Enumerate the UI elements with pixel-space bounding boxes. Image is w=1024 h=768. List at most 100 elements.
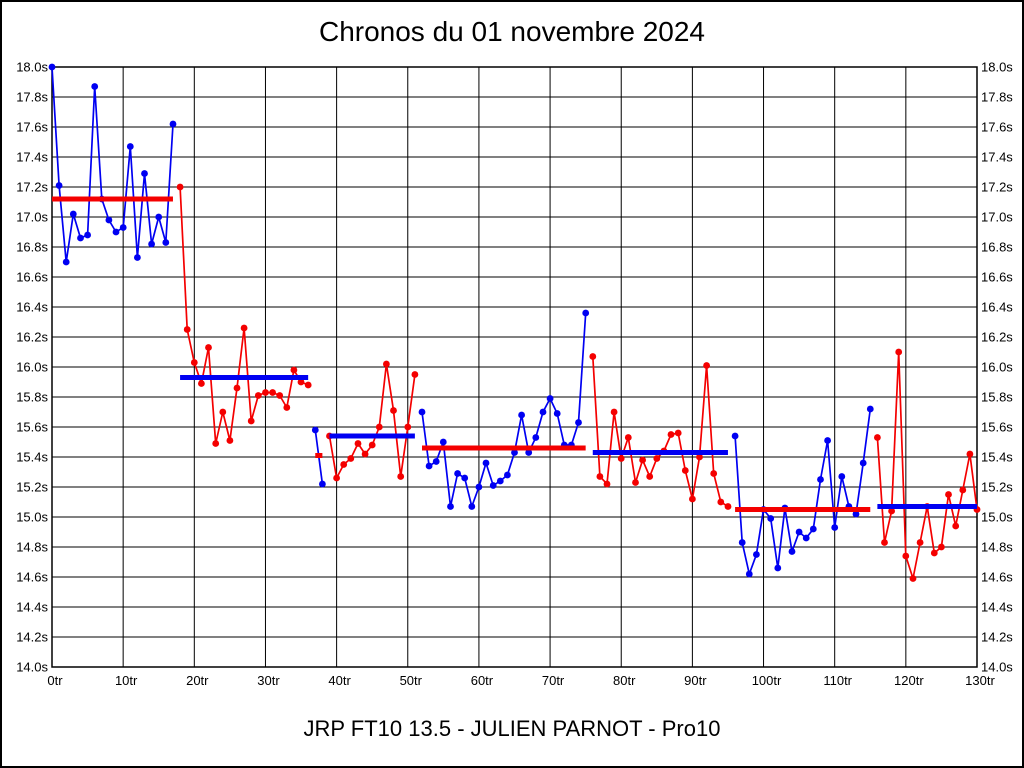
plot-frame [51, 66, 978, 668]
run-7-point [788, 548, 796, 555]
x-tick-label: 90tr [684, 673, 707, 688]
y-tick-label-left: 15.0s [16, 510, 48, 525]
run-5-point [525, 449, 533, 456]
run-1-line [51, 66, 174, 263]
run-7-point [731, 432, 739, 440]
run-6-point [703, 362, 710, 369]
x-tick-label: 60tr [471, 673, 494, 688]
run-5-point [432, 458, 440, 465]
y-tick-label-left: 14.6s [16, 570, 48, 585]
run-6-point [610, 408, 618, 416]
run-4-point [361, 450, 369, 458]
x-tick-label: 70tr [542, 673, 565, 688]
run-2-point [212, 440, 220, 447]
run-6-line [591, 356, 729, 508]
run-5-point [518, 411, 525, 419]
run-4-point [368, 441, 376, 449]
run-1-point [48, 63, 56, 71]
run-2-point [198, 380, 205, 387]
y-tick-label-left: 15.8s [16, 390, 48, 405]
run-4-point [397, 473, 405, 480]
x-tick-label: 10tr [115, 673, 138, 688]
run-1-point [134, 254, 141, 261]
run-7-point [802, 534, 810, 542]
run-8-point [895, 348, 903, 356]
run-2-point [190, 359, 198, 366]
run-2-point [283, 404, 291, 411]
y-tick-label-left: 16.2s [16, 330, 48, 345]
run-5-point [454, 470, 461, 477]
run-2-point [226, 437, 234, 444]
run-7-point [838, 473, 846, 480]
run-8-point [888, 507, 895, 515]
y-tick-label-left: 18.0s [16, 60, 48, 75]
run-4-point [354, 440, 362, 447]
run-8-point [874, 434, 881, 441]
x-tick-label: 110tr [823, 673, 852, 688]
run-7-point [767, 515, 775, 522]
run-6-point [624, 434, 632, 441]
y-tick-label-right: 14.6s [981, 570, 1013, 585]
run-6-point [639, 456, 646, 464]
run-5-point [439, 438, 447, 446]
run-6-point [667, 431, 675, 438]
run-4-point [390, 407, 397, 414]
y-tick-label-left: 16.6s [16, 270, 48, 285]
run-2-point [247, 417, 255, 425]
y-tick-label-left: 14.2s [16, 630, 48, 645]
run-7-point [753, 551, 760, 558]
y-tick-label-left: 14.4s [16, 600, 48, 615]
run-5-point [482, 459, 490, 467]
run-7-point [859, 459, 867, 467]
run-8-point [909, 575, 917, 582]
run-8-point [916, 539, 924, 546]
run-7-line [734, 408, 872, 578]
run-2-point [290, 366, 298, 374]
y-tick-label-right: 14.4s [981, 600, 1013, 615]
run-7-point [866, 405, 874, 413]
y-tick-label-left: 16.8s [16, 240, 48, 255]
y-tick-label-right: 17.0s [981, 210, 1013, 225]
y-tick-label-right: 17.2s [981, 180, 1013, 195]
run-2-point [304, 381, 312, 389]
run-6-point [696, 453, 703, 461]
run-5-point [582, 309, 590, 317]
run-4-point [375, 423, 383, 431]
y-tick-label-left: 17.8s [16, 90, 48, 105]
run-7-point [795, 528, 803, 536]
y-tick-label-left: 15.4s [16, 450, 48, 465]
run-8-point [952, 522, 960, 530]
run-6-point [632, 479, 639, 486]
run-5-point [539, 408, 547, 416]
run-2-point [176, 183, 184, 191]
run-2-point [254, 392, 262, 399]
chart-title: Chronos du 01 novembre 2024 [318, 16, 706, 47]
y-tick-label-right: 18.0s [981, 60, 1013, 75]
x-tick-label: 120tr [894, 673, 924, 688]
run-7-point [738, 539, 746, 546]
y-tick-label-left: 14.8s [16, 540, 48, 555]
y-tick-label-left: 16.4s [16, 300, 48, 315]
y-tick-label-left: 14.0s [16, 660, 48, 675]
run-6-point [603, 480, 611, 488]
y-tick-label-right: 16.0s [981, 360, 1013, 375]
run-1-point [55, 182, 63, 189]
run-6-point [653, 455, 661, 462]
run-8-point [881, 539, 888, 546]
y-tick-label-right: 15.6s [981, 420, 1013, 435]
run-2-point [183, 326, 191, 333]
run-1-point [62, 258, 70, 266]
y-tick-label-left: 15.6s [16, 420, 48, 435]
x-tick-label: 50tr [400, 673, 423, 688]
run-8-point [902, 552, 910, 560]
run-1-point [155, 213, 163, 221]
run-4-point [347, 455, 355, 462]
run-3-point [311, 426, 319, 434]
run-7-point [824, 437, 831, 444]
run-5-point [418, 408, 426, 416]
y-tick-label-right: 15.2s [981, 480, 1013, 495]
run-8-point [938, 543, 945, 551]
run-5-point [504, 471, 511, 479]
run-7-point [745, 570, 753, 578]
